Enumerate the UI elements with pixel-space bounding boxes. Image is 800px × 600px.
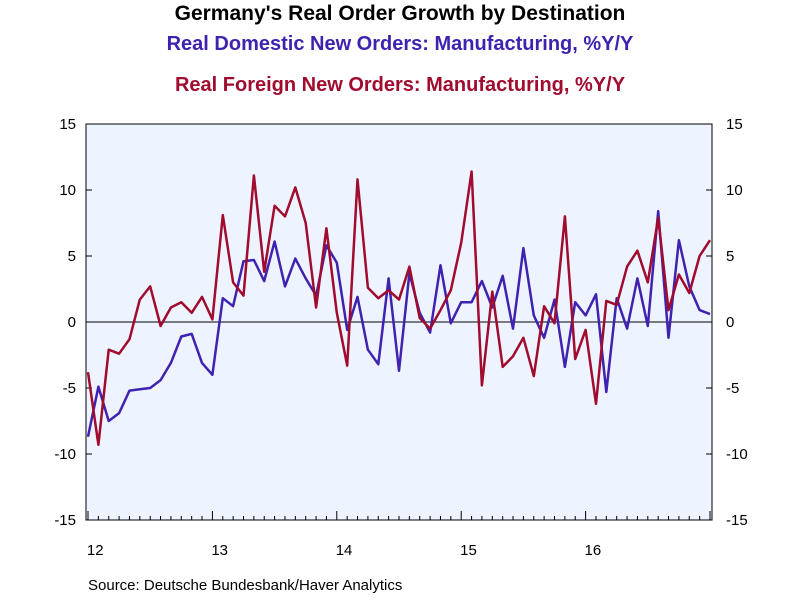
y-tick-label-left: -15 xyxy=(54,512,76,529)
series-line-foreign xyxy=(86,170,712,447)
y-tick-label-left: -10 xyxy=(54,446,76,463)
y-tick-label-right: -15 xyxy=(726,512,748,529)
y-tick-label-left: -5 xyxy=(63,380,76,397)
x-tick-label: 15 xyxy=(460,542,477,559)
y-tick-label-left: 0 xyxy=(68,314,76,331)
y-tick-label-left: 5 xyxy=(68,248,76,265)
x-tick-label: 13 xyxy=(211,542,228,559)
source-note: Source: Deutsche Bundesbank/Haver Analyt… xyxy=(88,577,403,594)
y-tick-label-right: -10 xyxy=(726,446,748,463)
x-tick-label: 14 xyxy=(336,542,353,559)
y-tick-label-left: 15 xyxy=(59,116,76,133)
y-tick-label-right: -5 xyxy=(726,380,739,397)
x-tick-label: 16 xyxy=(585,542,602,559)
y-tick-label-right: 10 xyxy=(726,182,743,199)
series-domestic-label: Real Domestic New Orders: Manufacturing,… xyxy=(166,33,634,55)
y-tick-label-left: 10 xyxy=(59,182,76,199)
series-foreign-label: Real Foreign New Orders: Manufacturing, … xyxy=(174,74,626,96)
y-tick-label-right: 5 xyxy=(726,248,734,265)
y-tick-label-right: 15 xyxy=(726,116,743,133)
series-line-domestic xyxy=(86,209,711,438)
x-tick-label: 12 xyxy=(87,542,104,559)
y-tick-label-right: 0 xyxy=(726,314,734,331)
chart-title: Germany's Real Order Growth by Destinati… xyxy=(174,2,626,25)
